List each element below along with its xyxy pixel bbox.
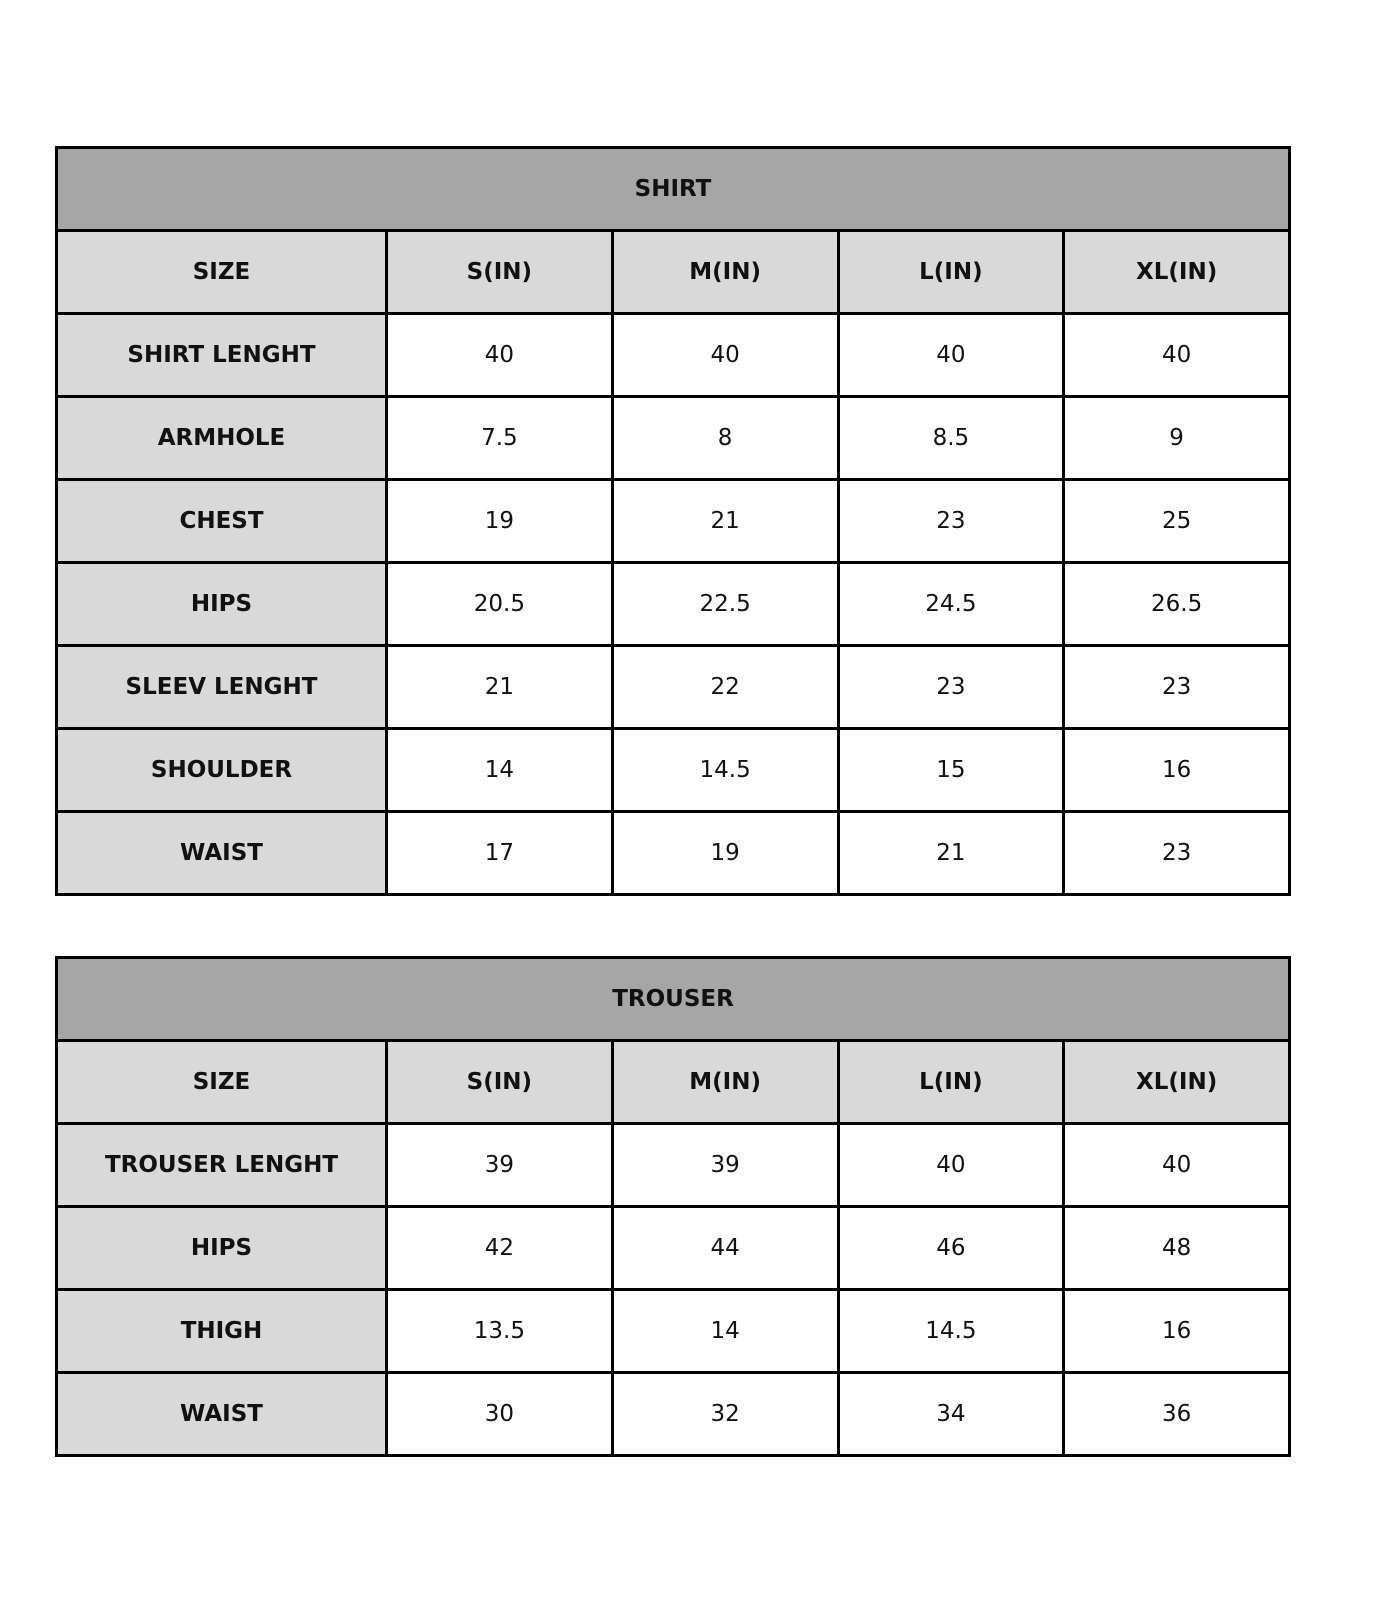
measurement-cell: 22 bbox=[610, 644, 840, 730]
row-label: HIPS bbox=[55, 561, 388, 647]
table-row: WAIST 30 32 34 36 bbox=[55, 1371, 1291, 1457]
row-label: SHOULDER bbox=[55, 727, 388, 813]
table-row: CHEST 19 21 23 25 bbox=[55, 478, 1291, 564]
measurement-cell: 7.5 bbox=[385, 395, 614, 481]
measurement-cell: 8 bbox=[610, 395, 840, 481]
measurement-cell: 44 bbox=[610, 1205, 840, 1291]
measurement-cell: 30 bbox=[385, 1371, 614, 1457]
shirt-size-table: SHIRT SIZE S(IN) M(IN) L(IN) XL(IN) SHIRT LENG… bbox=[55, 146, 1291, 896]
measurement-cell: 17 bbox=[385, 810, 614, 896]
measurement-cell: 8.5 bbox=[836, 395, 1066, 481]
measurement-cell: 16 bbox=[1062, 1288, 1291, 1374]
measurement-cell: 14 bbox=[610, 1288, 840, 1374]
measurement-cell: 40 bbox=[1062, 1122, 1291, 1208]
row-label: WAIST bbox=[55, 810, 388, 896]
measurement-cell: 40 bbox=[610, 312, 840, 398]
measurement-cell: 9 bbox=[1062, 395, 1291, 481]
row-label: ARMHOLE bbox=[55, 395, 388, 481]
measurement-cell: 26.5 bbox=[1062, 561, 1291, 647]
column-header: L(IN) bbox=[836, 1039, 1066, 1125]
measurement-cell: 14.5 bbox=[610, 727, 840, 813]
trouser-size-table: TROUSER SIZE S(IN) M(IN) L(IN) XL(IN) TROUSER … bbox=[55, 956, 1291, 1457]
column-header: S(IN) bbox=[385, 1039, 614, 1125]
table-row: SHOULDER 14 14.5 15 16 bbox=[55, 727, 1291, 813]
measurement-cell: 19 bbox=[385, 478, 614, 564]
column-header: S(IN) bbox=[385, 229, 614, 315]
header-row: SIZE S(IN) M(IN) L(IN) XL(IN) bbox=[55, 229, 1291, 315]
table-title-row: SHIRT bbox=[55, 146, 1291, 232]
table-row: SHIRT LENGHT 40 40 40 40 bbox=[55, 312, 1291, 398]
measurement-cell: 25 bbox=[1062, 478, 1291, 564]
table-row: WAIST 17 19 21 23 bbox=[55, 810, 1291, 896]
table-row: TROUSER LENGHT 39 39 40 40 bbox=[55, 1122, 1291, 1208]
row-label: TROUSER LENGHT bbox=[55, 1122, 388, 1208]
measurement-cell: 21 bbox=[610, 478, 840, 564]
row-label: WAIST bbox=[55, 1371, 388, 1457]
measurement-cell: 24.5 bbox=[836, 561, 1066, 647]
measurement-cell: 34 bbox=[836, 1371, 1066, 1457]
measurement-cell: 23 bbox=[836, 644, 1066, 730]
row-label: CHEST bbox=[55, 478, 388, 564]
measurement-cell: 16 bbox=[1062, 727, 1291, 813]
column-header: L(IN) bbox=[836, 229, 1066, 315]
measurement-cell: 40 bbox=[385, 312, 614, 398]
measurement-cell: 46 bbox=[836, 1205, 1066, 1291]
row-label: THIGH bbox=[55, 1288, 388, 1374]
table-row: SLEEV LENGHT 21 22 23 23 bbox=[55, 644, 1291, 730]
column-header: M(IN) bbox=[610, 1039, 840, 1125]
column-header: SIZE bbox=[55, 229, 388, 315]
column-header: SIZE bbox=[55, 1039, 388, 1125]
table-row: THIGH 13.5 14 14.5 16 bbox=[55, 1288, 1291, 1374]
column-header: XL(IN) bbox=[1062, 1039, 1291, 1125]
measurement-cell: 39 bbox=[610, 1122, 840, 1208]
measurement-cell: 40 bbox=[836, 312, 1066, 398]
header-row: SIZE S(IN) M(IN) L(IN) XL(IN) bbox=[55, 1039, 1291, 1125]
measurement-cell: 14.5 bbox=[836, 1288, 1066, 1374]
measurement-cell: 42 bbox=[385, 1205, 614, 1291]
row-label: SHIRT LENGHT bbox=[55, 312, 388, 398]
measurement-cell: 20.5 bbox=[385, 561, 614, 647]
measurement-cell: 36 bbox=[1062, 1371, 1291, 1457]
measurement-cell: 22.5 bbox=[610, 561, 840, 647]
column-header: M(IN) bbox=[610, 229, 840, 315]
measurement-cell: 32 bbox=[610, 1371, 840, 1457]
measurement-cell: 15 bbox=[836, 727, 1066, 813]
measurement-cell: 13.5 bbox=[385, 1288, 614, 1374]
row-label: SLEEV LENGHT bbox=[55, 644, 388, 730]
measurement-cell: 40 bbox=[1062, 312, 1291, 398]
measurement-cell: 23 bbox=[836, 478, 1066, 564]
row-label: HIPS bbox=[55, 1205, 388, 1291]
table-title: TROUSER bbox=[55, 956, 1291, 1042]
table-row: HIPS 20.5 22.5 24.5 26.5 bbox=[55, 561, 1291, 647]
table-row: ARMHOLE 7.5 8 8.5 9 bbox=[55, 395, 1291, 481]
measurement-cell: 21 bbox=[385, 644, 614, 730]
measurement-cell: 40 bbox=[836, 1122, 1066, 1208]
measurement-cell: 14 bbox=[385, 727, 614, 813]
measurement-cell: 23 bbox=[1062, 810, 1291, 896]
column-header: XL(IN) bbox=[1062, 229, 1291, 315]
table-title: SHIRT bbox=[55, 146, 1291, 232]
measurement-cell: 19 bbox=[610, 810, 840, 896]
measurement-cell: 39 bbox=[385, 1122, 614, 1208]
table-row: HIPS 42 44 46 48 bbox=[55, 1205, 1291, 1291]
measurement-cell: 21 bbox=[836, 810, 1066, 896]
table-title-row: TROUSER bbox=[55, 956, 1291, 1042]
measurement-cell: 23 bbox=[1062, 644, 1291, 730]
measurement-cell: 48 bbox=[1062, 1205, 1291, 1291]
